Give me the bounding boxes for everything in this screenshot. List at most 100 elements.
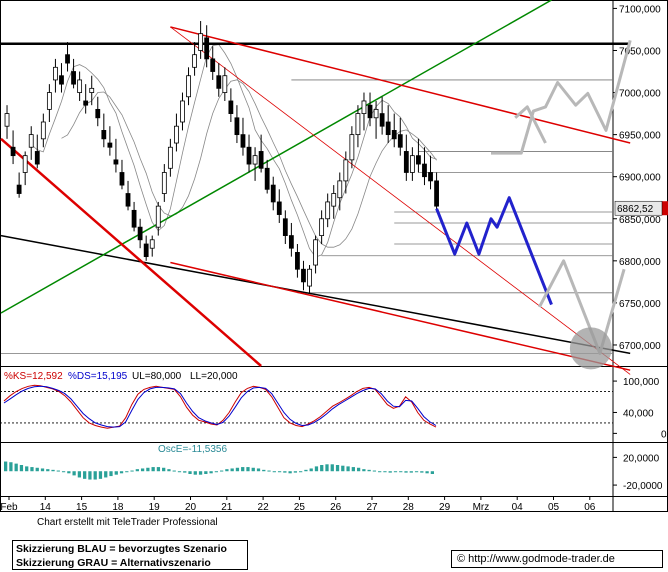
candle-body bbox=[240, 134, 246, 148]
oscillator-bar bbox=[125, 471, 129, 473]
oscillator-bar bbox=[188, 471, 192, 474]
oscillator-bar bbox=[283, 471, 287, 473]
x-axis-tick-label: 06 bbox=[584, 502, 596, 513]
candle-body bbox=[101, 130, 107, 140]
candle-body bbox=[391, 130, 397, 140]
oscillator-bar bbox=[341, 465, 345, 472]
candle-body bbox=[113, 159, 119, 165]
oscillator-bar bbox=[214, 471, 218, 473]
moving-average-line bbox=[61, 79, 437, 248]
trendline bbox=[0, 137, 262, 367]
x-axis-tick-label: Feb bbox=[0, 502, 18, 513]
x-axis-tick-label: 26 bbox=[330, 502, 342, 513]
trendline bbox=[0, 0, 552, 314]
stochastic-series-ds bbox=[3, 385, 437, 428]
oscillator-bar bbox=[383, 471, 387, 473]
scenario-legend: Skizzierung BLAU = bevorzugtes Szenario … bbox=[12, 540, 248, 570]
candle-body bbox=[198, 33, 204, 51]
oscillator-bar bbox=[246, 467, 250, 472]
x-axis-tick-label: 28 bbox=[403, 502, 415, 513]
oscillator-bar bbox=[35, 467, 39, 472]
candle-body bbox=[343, 159, 349, 182]
oscillator-bar bbox=[420, 471, 424, 473]
oscillator-bar bbox=[193, 471, 197, 475]
price-axis-tick-label: 6700,000 bbox=[619, 341, 661, 352]
oscillator-bar bbox=[335, 465, 340, 472]
oscillator-bar bbox=[320, 465, 324, 472]
candle-body bbox=[4, 113, 10, 127]
candle-body bbox=[216, 75, 222, 89]
x-axis-tick-label: 05 bbox=[548, 502, 560, 513]
oscillator-bar bbox=[67, 471, 71, 474]
oscillator-bar bbox=[393, 471, 398, 473]
candle-body bbox=[313, 239, 318, 266]
stochastic-title-part: %KS=12,592 bbox=[4, 371, 63, 382]
candle-body bbox=[295, 252, 300, 270]
candle-body bbox=[416, 155, 421, 165]
oscillator-bar bbox=[425, 471, 429, 474]
x-axis-tick-label: 14 bbox=[40, 502, 52, 513]
price-axis-tick-label: 6800,000 bbox=[619, 257, 661, 268]
scenario-path-grau bbox=[491, 40, 632, 155]
oscillator-bar bbox=[77, 471, 82, 478]
candle-body bbox=[258, 151, 264, 169]
oscillator-bar bbox=[177, 471, 182, 473]
price-axis-tick-label: 7050,000 bbox=[619, 46, 661, 57]
oscillator-bar bbox=[372, 470, 377, 472]
price-axis-tick-label: 7000,000 bbox=[619, 89, 661, 100]
candle-body bbox=[409, 155, 415, 173]
candle-body bbox=[131, 209, 137, 228]
candle-body bbox=[428, 172, 433, 182]
oscillator-bar bbox=[225, 469, 229, 472]
oscillator-bar bbox=[293, 471, 298, 473]
stochastic-title-part: %DS=15,195 bbox=[68, 371, 128, 382]
oscillator-bar bbox=[151, 467, 155, 472]
oscillator-bar bbox=[304, 469, 308, 472]
oscillator-bar bbox=[367, 469, 371, 472]
candle-body bbox=[288, 235, 294, 249]
candle-body bbox=[155, 205, 161, 228]
candle-body bbox=[167, 146, 173, 169]
oscillator-bar bbox=[356, 467, 361, 472]
candle-body bbox=[22, 155, 28, 173]
candle-body bbox=[77, 79, 83, 93]
stochastic-title-part: LL=20,000 bbox=[190, 371, 238, 382]
oscillator-bar bbox=[156, 467, 161, 472]
candle-body bbox=[192, 54, 197, 68]
target-zone-circle bbox=[569, 327, 612, 370]
oscillator-bar bbox=[220, 470, 224, 472]
x-axis-tick-label: 04 bbox=[512, 502, 524, 513]
candle-body bbox=[246, 146, 252, 165]
candle-body bbox=[319, 218, 325, 236]
copyright-link[interactable]: © http://www.godmode-trader.de bbox=[451, 550, 663, 568]
stochastic-title-part: UL=80,000 bbox=[132, 371, 182, 382]
candle-body bbox=[397, 134, 403, 148]
x-axis-tick-label: 19 bbox=[149, 502, 161, 513]
oscillator-bar bbox=[162, 467, 166, 472]
oscillator-bar bbox=[40, 468, 45, 472]
oscillator-bar bbox=[183, 471, 187, 473]
candle-body bbox=[95, 108, 101, 119]
candle-body bbox=[119, 172, 125, 186]
candle-body bbox=[337, 180, 343, 199]
trendline bbox=[170, 26, 631, 144]
candle-body bbox=[301, 268, 306, 283]
oscillator-bar bbox=[140, 468, 145, 472]
candle-body bbox=[28, 134, 34, 148]
stochastic-series-ks bbox=[3, 384, 437, 429]
candle-body bbox=[71, 71, 76, 85]
oscillator-bar bbox=[9, 462, 13, 472]
candle-body bbox=[174, 125, 179, 144]
oscillator-axis-tick-label: -20,0000 bbox=[623, 481, 663, 492]
oscillator-bar bbox=[130, 470, 134, 472]
candle-body bbox=[234, 117, 240, 136]
candle-body bbox=[276, 201, 282, 215]
candle-body bbox=[403, 151, 409, 173]
candle-body bbox=[373, 108, 379, 119]
oscillator-title: OscE=-11,5356 bbox=[158, 444, 227, 455]
candle-body bbox=[89, 87, 95, 93]
candle-body bbox=[367, 104, 373, 119]
candle-body bbox=[361, 100, 367, 114]
oscillator-bar bbox=[135, 469, 139, 472]
